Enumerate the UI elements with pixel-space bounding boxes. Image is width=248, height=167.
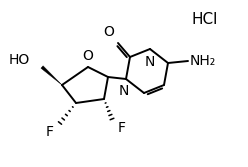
- Text: N: N: [119, 84, 129, 98]
- Text: HO: HO: [9, 53, 30, 67]
- Text: F: F: [46, 125, 54, 139]
- Text: O: O: [83, 49, 93, 63]
- Text: HCl: HCl: [192, 12, 218, 27]
- Text: NH₂: NH₂: [190, 54, 216, 68]
- Polygon shape: [41, 66, 62, 85]
- Text: O: O: [103, 25, 114, 39]
- Text: N: N: [145, 55, 155, 69]
- Text: F: F: [118, 121, 126, 135]
